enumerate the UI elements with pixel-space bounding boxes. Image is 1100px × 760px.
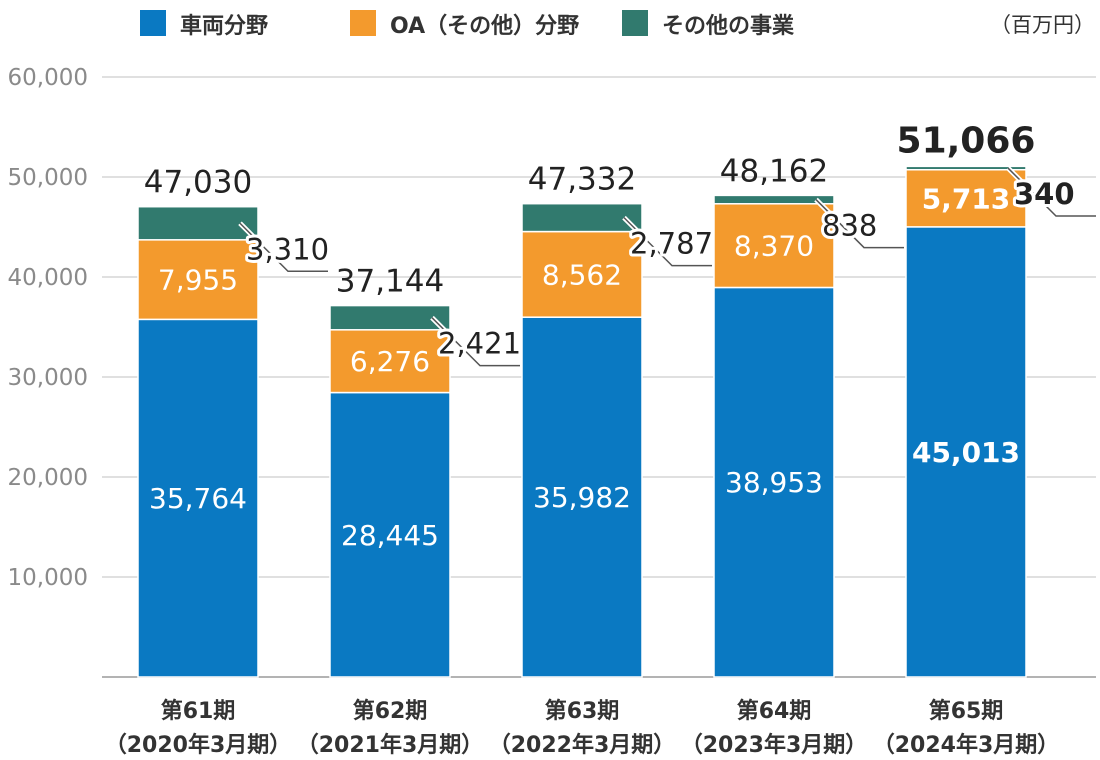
category-sublabel: （2023年3月期） (681, 732, 868, 758)
category-label: 第61期 (161, 698, 236, 724)
category-label: 第63期 (545, 698, 620, 724)
category-sublabel: （2022年3月期） (489, 732, 676, 758)
legend-label: OA（その他）分野 (390, 14, 579, 39)
total-value-label: 48,162 (720, 153, 828, 189)
bar-segment (521, 230, 643, 318)
leader-line (1007, 167, 1096, 217)
bar-segment (137, 239, 259, 321)
legend-label: 車両分野 (180, 14, 268, 39)
y-tick-label: 40,000 (8, 265, 88, 291)
segment-value-label: 35,982 (533, 481, 631, 514)
legend-swatch (622, 10, 648, 36)
legend: 車両分野 OA（その他）分野 その他の事業 (140, 10, 795, 39)
bar-segment (521, 316, 643, 678)
other-value-label: 2,787 (630, 227, 713, 261)
category-sublabel: （2024年3月期） (873, 732, 1060, 758)
segment-value-label: 6,276 (350, 345, 430, 378)
total-value-label: 37,144 (336, 264, 444, 300)
segment-value-label: 45,013 (912, 436, 1020, 469)
category-label: 第62期 (353, 698, 428, 724)
bars (137, 165, 1027, 678)
bar-segment (905, 168, 1027, 228)
bar-segment (713, 286, 835, 678)
bar-segment (329, 329, 451, 394)
segment-value-label: 7,955 (158, 264, 238, 297)
bar-segment (905, 165, 1027, 171)
leader-line (623, 217, 712, 267)
category-sublabel: （2021年3月期） (297, 732, 484, 758)
leader-line (815, 199, 904, 249)
legend-swatch (140, 10, 166, 36)
bar-segment (137, 318, 259, 678)
other-value-label: 838 (822, 209, 877, 243)
x-axis: 第61期 （2020年3月期） 第62期 （2021年3月期） 第63期 （2022年3月… (105, 698, 1060, 758)
other-value-label: 340 (1014, 177, 1075, 211)
total-value-label: 47,332 (528, 162, 636, 198)
bar-segment (329, 304, 451, 331)
total-value-label: 47,030 (144, 165, 252, 201)
segment-value-label: 35,764 (149, 482, 247, 515)
bar-segment (329, 391, 451, 678)
leader-line (239, 222, 328, 273)
y-tick-label: 60,000 (8, 65, 88, 91)
segment-value-label: 8,370 (734, 230, 814, 263)
segment-value-label: 5,713 (922, 182, 1011, 215)
segment-value-label: 28,445 (341, 519, 439, 552)
segment-value-label: 38,953 (725, 466, 823, 499)
total-value-label: 51,066 (897, 120, 1036, 161)
legend-label: その他の事業 (662, 13, 795, 39)
leader-line (431, 317, 520, 367)
category-sublabel: （2020年3月期） (105, 732, 292, 758)
bar-segment (713, 203, 835, 289)
segment-value-label: 8,562 (542, 258, 622, 291)
legend-swatch (350, 10, 376, 36)
y-tick-label: 50,000 (8, 165, 88, 191)
y-tick-label: 10,000 (8, 565, 88, 591)
other-value-label: 3,310 (246, 232, 329, 266)
category-label: 第65期 (929, 698, 1004, 724)
bar-segment (521, 202, 643, 233)
y-tick-label: 20,000 (8, 465, 88, 491)
bar-segment (137, 205, 259, 241)
other-value-label: 2,421 (438, 327, 521, 361)
bar-segment (713, 194, 835, 205)
y-axis: 10,000 20,000 30,000 40,000 50,000 60,000 (8, 65, 88, 591)
y-tick-label: 30,000 (8, 365, 88, 391)
category-label: 第64期 (737, 698, 812, 724)
unit-label: （百万円） (990, 13, 1095, 37)
